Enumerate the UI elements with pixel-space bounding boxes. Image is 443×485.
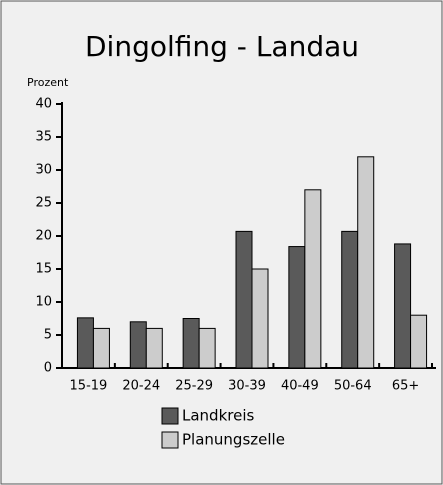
chart-title: Dingolfing - Landau: [85, 30, 359, 63]
legend-swatch: [161, 431, 179, 449]
bar: [92, 327, 110, 369]
x-tick-label: 25-29: [175, 379, 213, 394]
bar: [198, 327, 216, 369]
y-tick-label: 20: [35, 229, 52, 244]
y-tick-label: 10: [35, 295, 52, 310]
legend-swatch: [161, 407, 179, 425]
x-tick-label: 40-49: [281, 379, 319, 394]
legend-label: Planungszelle: [182, 431, 285, 449]
bar: [288, 246, 306, 369]
bar: [304, 189, 322, 369]
bar: [341, 230, 359, 369]
bar: [129, 321, 147, 369]
y-tick-label: 25: [35, 196, 52, 211]
y-tick-label: 35: [35, 130, 52, 145]
bar: [357, 156, 375, 369]
y-tick-label: 30: [35, 163, 52, 178]
y-tick-label: 0: [44, 361, 52, 376]
bar: [235, 230, 253, 369]
y-axis-label: Prozent: [27, 76, 69, 89]
x-tick-label: 20-24: [122, 379, 160, 394]
bar: [394, 243, 412, 369]
bar: [182, 318, 200, 369]
bar: [145, 327, 163, 369]
x-tick-label: 65+: [392, 379, 419, 394]
bar: [410, 314, 428, 369]
y-tick-label: 15: [35, 262, 52, 277]
x-tick-label: 15-19: [70, 379, 108, 394]
bar: [76, 317, 94, 369]
bar: [251, 268, 269, 369]
y-tick-label: 40: [35, 97, 52, 112]
legend-label: Landkreis: [182, 407, 254, 425]
x-tick-label: 30-39: [228, 379, 266, 394]
y-tick-label: 5: [44, 328, 52, 343]
x-tick-label: 50-64: [334, 379, 372, 394]
